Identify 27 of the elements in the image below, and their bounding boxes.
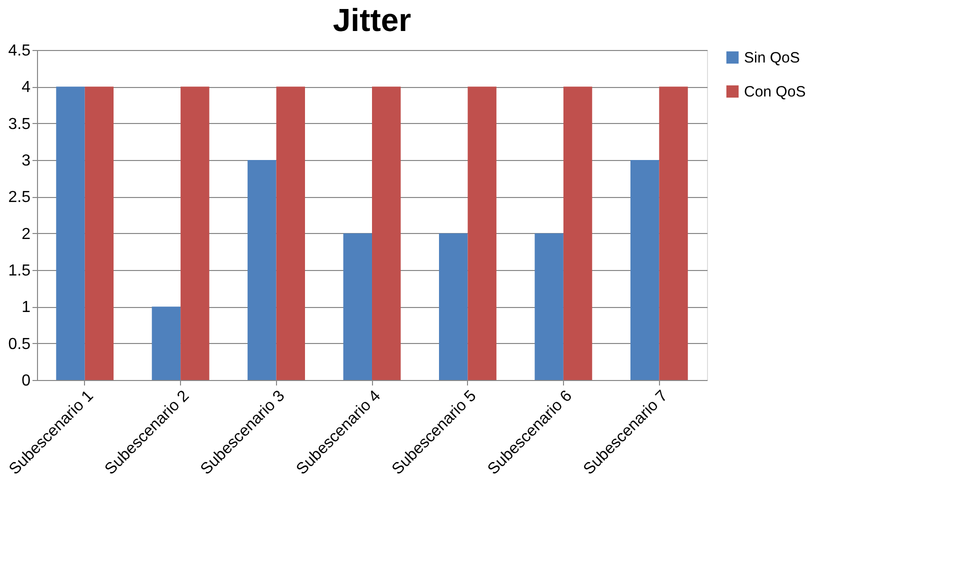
bar — [84, 86, 114, 380]
bar — [276, 86, 305, 380]
y-tick-label: 3.5 — [8, 116, 31, 133]
legend-label: Sin QoS — [744, 50, 800, 66]
y-tick-label: 2 — [22, 226, 31, 243]
bar — [372, 86, 401, 380]
bar — [468, 86, 496, 380]
bar — [180, 86, 210, 380]
y-tick-label: 0 — [22, 372, 31, 390]
y-tick-label: 4 — [22, 79, 31, 96]
y-tick-label: 4.5 — [8, 42, 31, 60]
chart-title: Jitter — [332, 2, 412, 38]
bar — [563, 86, 592, 380]
legend-label: Con QoS — [744, 84, 806, 100]
bar — [439, 233, 468, 380]
bar — [659, 86, 688, 380]
bar — [152, 306, 181, 380]
bar — [56, 86, 85, 380]
y-tick-label: 0.5 — [8, 336, 31, 353]
bar — [630, 160, 660, 380]
bar — [248, 160, 276, 380]
bar — [343, 233, 372, 380]
y-tick-label: 1 — [22, 299, 31, 316]
bar — [534, 233, 564, 380]
y-tick-label: 2.5 — [8, 189, 31, 206]
y-tick-label: 1.5 — [8, 262, 31, 280]
y-tick-label: 3 — [22, 152, 31, 170]
